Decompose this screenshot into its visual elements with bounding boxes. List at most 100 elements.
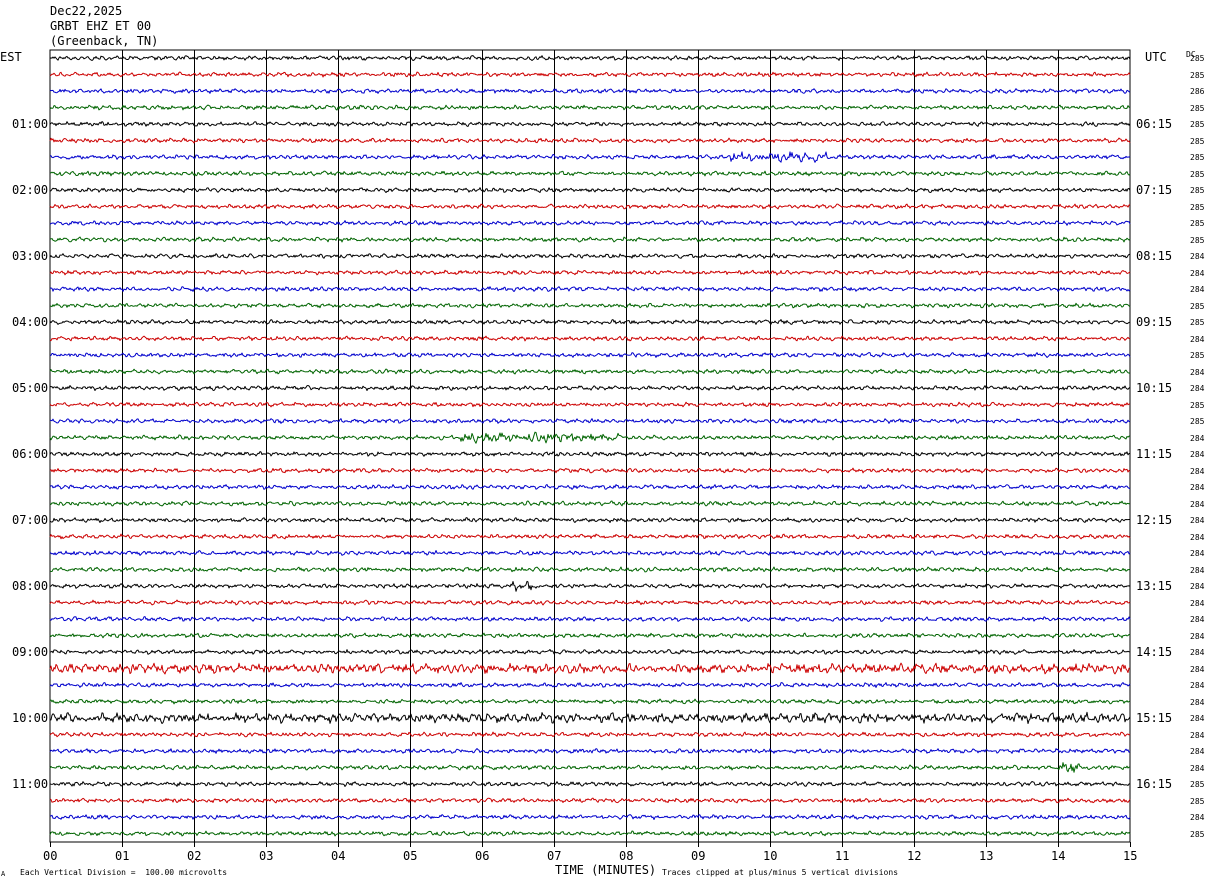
utc-hour-label: 16:15	[1136, 777, 1173, 791]
x-tick-label: 12	[907, 849, 922, 863]
x-tick-label: 05	[403, 849, 418, 863]
x-tick-label: 15	[1123, 849, 1138, 863]
utc-hour-label: 14:15	[1136, 645, 1173, 659]
dc-offset-label: 284	[1190, 681, 1205, 690]
dc-offset-label: 285	[1190, 186, 1205, 195]
est-hour-label: 08:00	[12, 579, 49, 593]
trace-line	[49, 748, 1131, 754]
right-axis-title: UTC	[1145, 50, 1167, 64]
left-axis-title: EST	[0, 50, 22, 64]
trace-line	[49, 121, 1131, 127]
header-station: GRBT EHZ ET 00	[50, 19, 152, 33]
dc-offset-label: 285	[1190, 301, 1205, 311]
trace-line	[49, 533, 1131, 540]
trace-line	[49, 580, 1131, 592]
corner-mark: A	[1, 870, 6, 878]
dc-offset-label: 284	[1190, 582, 1205, 591]
trace-line	[49, 797, 1131, 804]
trace-line	[49, 286, 1131, 293]
dc-offset-label: 284	[1190, 549, 1205, 558]
utc-hour-label: 07:15	[1136, 183, 1173, 197]
x-tick-label: 09	[691, 849, 706, 863]
trace-line	[49, 762, 1131, 773]
dc-offset-label: 285	[1190, 235, 1205, 245]
trace-line	[49, 500, 1131, 507]
header-date: Dec22,2025	[50, 4, 123, 18]
trace-line	[49, 711, 1131, 725]
dc-offset-label: 285	[1190, 136, 1205, 146]
trace-line	[49, 418, 1131, 425]
dc-offset-label: 284	[1190, 598, 1205, 608]
x-tick-label: 02	[187, 849, 202, 863]
scale-note: Each Vertical Division = 100.00 microvol…	[20, 868, 228, 877]
dc-offset-label: 285	[1190, 780, 1205, 789]
trace-line	[49, 632, 1131, 639]
est-hour-label: 01:00	[12, 117, 49, 131]
trace-line	[49, 781, 1131, 787]
est-hour-label: 03:00	[12, 249, 49, 263]
dc-offset-label: 285	[1190, 796, 1205, 806]
dc-offset-label: 284	[1190, 664, 1205, 674]
header-location: (Greenback, TN)	[50, 34, 159, 48]
utc-hour-label: 10:15	[1136, 381, 1173, 395]
trace-line	[49, 814, 1131, 821]
x-tick-label: 13	[979, 849, 994, 863]
dc-offset-label: 284	[1190, 697, 1205, 707]
dc-offset-label: 284	[1190, 367, 1205, 377]
est-hour-label: 04:00	[12, 315, 49, 329]
trace-line	[49, 682, 1131, 688]
trace-line	[49, 517, 1131, 524]
trace-line	[49, 151, 1131, 163]
trace-line	[49, 55, 1131, 61]
trace-line	[49, 187, 1131, 193]
dc-offset-label: 285	[1190, 219, 1205, 228]
trace-line	[49, 269, 1131, 276]
x-tick-label: 08	[619, 849, 634, 863]
est-hour-label: 05:00	[12, 381, 49, 395]
trace-line	[49, 88, 1131, 94]
dc-offset-label: 285	[1190, 400, 1205, 410]
trace-line	[49, 318, 1131, 325]
trace-line	[49, 236, 1131, 243]
dc-offset-label: 285	[1190, 54, 1205, 63]
trace-line	[49, 170, 1131, 177]
dc-offset-label: 284	[1190, 747, 1205, 756]
trace-line	[49, 698, 1131, 705]
trace-line	[49, 335, 1131, 342]
dc-offset-label: 284	[1190, 450, 1205, 459]
utc-hour-label: 11:15	[1136, 447, 1173, 461]
dc-offset-label: 285	[1190, 351, 1205, 360]
dc-offset-label: 285	[1190, 103, 1205, 113]
dc-offset-label: 284	[1190, 631, 1205, 641]
utc-hour-label: 13:15	[1136, 579, 1173, 593]
x-tick-label: 07	[547, 849, 562, 863]
trace-line	[49, 431, 1131, 444]
dc-offset-label: 284	[1190, 334, 1205, 344]
trace-line	[49, 253, 1131, 259]
dc-offset-label: 284	[1190, 763, 1205, 773]
trace-line	[49, 550, 1131, 556]
dc-offset-label: 284	[1190, 384, 1205, 393]
dc-offset-label: 284	[1190, 268, 1205, 278]
est-hour-label: 06:00	[12, 447, 49, 461]
x-axis-title: TIME (MINUTES)	[555, 863, 657, 877]
dc-offset-label: 284	[1190, 565, 1205, 575]
trace-line	[49, 731, 1131, 738]
dc-offset-label: 285	[1190, 120, 1205, 129]
dc-offset-label: 284	[1190, 648, 1205, 657]
dc-offset-label: 285	[1190, 829, 1205, 839]
dc-offset-label: 285	[1190, 153, 1205, 162]
x-tick-label: 04	[331, 849, 346, 863]
est-hour-label: 09:00	[12, 645, 49, 659]
dc-offset-label: 285	[1190, 70, 1205, 80]
trace-line	[49, 662, 1131, 675]
trace-line	[49, 401, 1131, 408]
trace-line	[49, 830, 1131, 837]
utc-hour-label: 15:15	[1136, 711, 1173, 725]
est-hour-label: 02:00	[12, 183, 49, 197]
plot-frame	[49, 49, 1131, 843]
x-tick-label: 06	[475, 849, 490, 863]
est-hour-label: 07:00	[12, 513, 49, 527]
trace-line	[49, 137, 1131, 144]
